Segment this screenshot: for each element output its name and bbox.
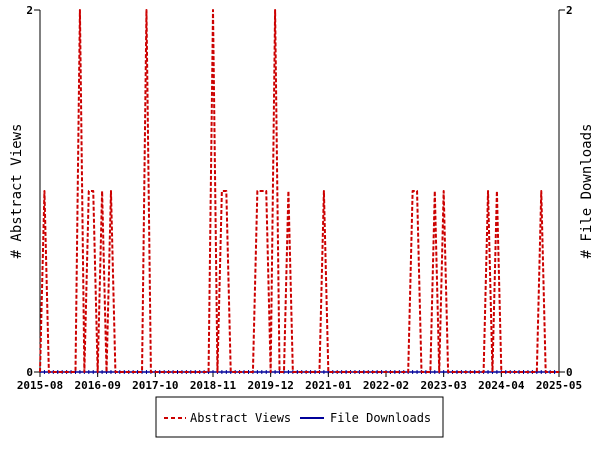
series-layer (39, 9, 559, 373)
x-tick-label: 2017-10 (132, 379, 178, 392)
legend: Abstract Views File Downloads (155, 396, 444, 438)
x-tick-label: 2018-11 (190, 379, 237, 392)
x-tick-label: 2019-12 (247, 379, 293, 392)
y-tick-label-left-2: 2 (26, 4, 33, 17)
x-tick-label: 2022-02 (363, 379, 409, 392)
y-axis-title-right: # File Downloads (579, 124, 595, 259)
x-tick-label: 2021-01 (305, 379, 352, 392)
x-tick-labels: 2015-08 2016-09 2017-10 2018-11 2019-12 2021-… (17, 372, 582, 392)
legend-label-file-downloads: File Downloads (330, 411, 431, 425)
x-tick-label: 2024-04 (478, 379, 525, 392)
y-tick-label-right-2: 2 (566, 4, 573, 17)
legend-box (155, 396, 444, 438)
y-tick-label-right-0: 0 (566, 366, 573, 379)
x-tick-label: 2023-03 (420, 379, 466, 392)
y-tick-label-left-0: 0 (26, 366, 33, 379)
x-tick-label: 2015-08 (17, 379, 63, 392)
x-tick-label: 2016-09 (74, 379, 120, 392)
legend-label-abstract-views: Abstract Views (190, 411, 291, 425)
y-axis-title-left: # Abstract Views (9, 124, 25, 259)
series-line (39, 9, 559, 373)
x-tick-label: 2025-05 (536, 379, 582, 392)
